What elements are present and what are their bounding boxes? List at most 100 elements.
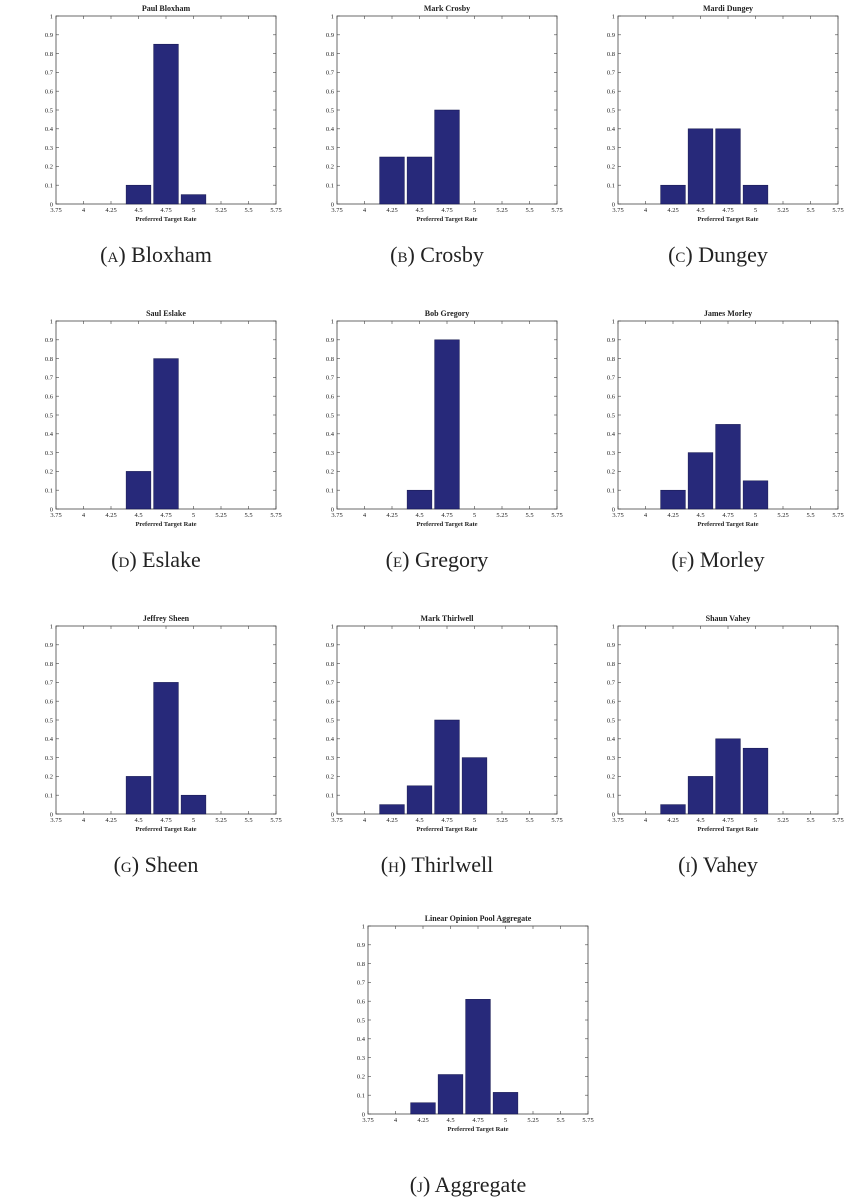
x-tick-label: 3.75 — [362, 1117, 373, 1124]
bar — [180, 194, 207, 205]
y-tick-label: 0.9 — [45, 32, 53, 39]
y-tick-label: 0.2 — [607, 164, 615, 171]
x-axis-label: Preferred Target Rate — [416, 521, 477, 528]
y-tick-label: 1 — [612, 13, 615, 20]
y-tick-label: 0 — [331, 811, 334, 818]
x-tick-label: 4 — [363, 207, 367, 214]
bar-chart: Shaun Vahey 0 0.1 0.2 0.3 0.4 0.5 0.6 0.7 0.8 0.9 1… — [607, 614, 844, 833]
y-tick-label: 0.1 — [607, 183, 615, 190]
y-tick-label: 0.1 — [45, 488, 53, 495]
x-tick-label: 5 — [504, 1117, 507, 1124]
y-tick-label: 0.3 — [45, 145, 53, 152]
subfigure-caption: (a) Bloxham — [26, 242, 286, 268]
y-tick-label: 0.8 — [45, 356, 53, 363]
y-tick-label: 0.8 — [326, 356, 334, 363]
chart-panel-gregory: Bob Gregory 0 0.1 0.2 0.3 0.4 0.5 0.6 0.7 0.8 0.9 1… — [307, 305, 567, 601]
bar — [715, 738, 741, 815]
y-tick-label: 0.4 — [357, 1036, 366, 1043]
y-tick-label: 0.3 — [45, 755, 53, 762]
bar — [153, 358, 179, 510]
y-tick-label: 0.6 — [326, 699, 335, 706]
y-tick-label: 0.7 — [357, 980, 366, 987]
x-axis-label: Preferred Target Rate — [416, 216, 477, 223]
x-tick-label: 5 — [192, 817, 195, 824]
y-tick-label: 0.4 — [326, 431, 335, 438]
y-tick-label: 0.6 — [607, 394, 616, 401]
chart-title: James Morley — [704, 309, 752, 318]
bar — [406, 156, 433, 205]
x-axis-label: Preferred Target Rate — [447, 1126, 508, 1133]
caption-name: Vahey — [697, 852, 758, 877]
x-tick-label: 4.25 — [105, 512, 116, 519]
y-tick-label: 0.4 — [607, 431, 616, 438]
bar — [742, 184, 769, 205]
x-tick-label: 4.5 — [134, 817, 142, 824]
y-tick-label: 0.7 — [326, 70, 335, 77]
y-tick-label: 0.2 — [45, 164, 53, 171]
y-tick-label: 0 — [50, 811, 53, 818]
x-tick-label: 3.75 — [50, 512, 61, 519]
y-tick-label: 0.2 — [326, 469, 334, 476]
caption-name: Sheen — [139, 852, 199, 877]
x-tick-label: 5.75 — [551, 512, 562, 519]
bar — [742, 480, 769, 510]
x-tick-label: 5.5 — [525, 512, 533, 519]
bar — [461, 757, 488, 815]
caption-name: Eslake — [136, 547, 201, 572]
x-tick-label: 4.75 — [160, 512, 171, 519]
x-tick-label: 5.75 — [832, 512, 843, 519]
chart-title: Mardi Dungey — [703, 4, 753, 13]
y-tick-label: 0.8 — [357, 961, 365, 968]
x-tick-label: 5.5 — [525, 817, 533, 824]
x-axis-label: Preferred Target Rate — [697, 216, 758, 223]
x-tick-label: 4.75 — [722, 512, 733, 519]
caption-tag: (a) — [100, 242, 126, 267]
bar — [406, 785, 433, 815]
subfigure-caption: (d) Eslake — [26, 547, 286, 573]
caption-name: Thirlwell — [406, 852, 494, 877]
subfigure-caption: (e) Gregory — [307, 547, 567, 573]
x-tick-label: 4 — [363, 817, 367, 824]
y-tick-label: 0.1 — [45, 793, 53, 800]
x-axis-label: Preferred Target Rate — [135, 826, 196, 833]
bar — [742, 747, 769, 815]
y-tick-label: 0.9 — [326, 642, 334, 649]
y-tick-label: 0.8 — [326, 661, 334, 668]
x-tick-label: 4.5 — [134, 207, 142, 214]
x-tick-label: 5.75 — [270, 207, 281, 214]
bar — [715, 128, 741, 205]
x-tick-label: 5.25 — [777, 817, 788, 824]
x-tick-label: 4.25 — [417, 1117, 428, 1124]
caption-name: Bloxham — [125, 242, 212, 267]
x-tick-label: 5.75 — [551, 817, 562, 824]
x-tick-label: 3.75 — [612, 817, 623, 824]
subfigure-caption: (j) Aggregate — [338, 1172, 598, 1198]
x-tick-label: 5.25 — [215, 512, 226, 519]
x-tick-label: 3.75 — [331, 207, 342, 214]
bar — [434, 339, 460, 510]
x-tick-label: 5.75 — [832, 817, 843, 824]
x-tick-label: 5 — [473, 817, 476, 824]
bar — [379, 156, 405, 205]
chart-panel-aggregate: Linear Opinion Pool Aggregate 0 0.1 0.2 0.3 0… — [338, 910, 598, 1197]
y-tick-label: 0.1 — [607, 793, 615, 800]
y-tick-label: 1 — [612, 623, 615, 630]
y-tick-label: 0 — [50, 506, 53, 513]
y-tick-label: 0.5 — [357, 1017, 365, 1024]
chart-panel-dungey: Mardi Dungey 0 0.1 0.2 0.3 0.4 0.5 0.6 0.7 0.8 0.9… — [588, 0, 848, 296]
y-tick-label: 0.6 — [326, 394, 335, 401]
x-tick-label: 5.25 — [496, 512, 507, 519]
y-tick-label: 0.2 — [607, 469, 615, 476]
x-tick-label: 5.25 — [777, 207, 788, 214]
bar — [715, 424, 741, 510]
x-tick-label: 5 — [754, 817, 757, 824]
bar — [410, 1102, 436, 1115]
bar — [125, 776, 152, 815]
y-tick-label: 0.2 — [607, 774, 615, 781]
y-tick-label: 0.5 — [607, 717, 615, 724]
y-tick-label: 1 — [331, 623, 334, 630]
y-tick-label: 0.5 — [45, 717, 53, 724]
x-tick-label: 5.75 — [551, 207, 562, 214]
bar — [153, 682, 179, 815]
x-tick-label: 4.75 — [441, 512, 452, 519]
